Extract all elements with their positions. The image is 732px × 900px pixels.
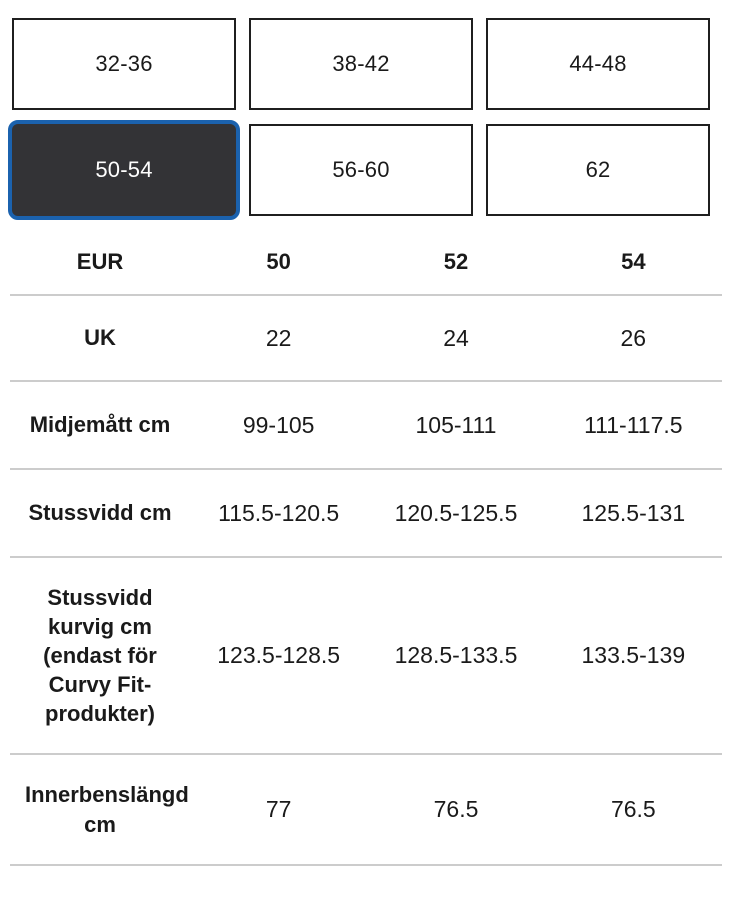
row-label: UK <box>84 325 116 351</box>
cell-value: 50 <box>266 249 291 274</box>
row-label: Midjemått cm <box>29 412 171 438</box>
cell-value: 26 <box>620 324 647 351</box>
size-range-button-56-60[interactable]: 56-60 <box>249 124 473 216</box>
cell-value: 111-117.5 <box>584 411 683 438</box>
row-label: EUR <box>76 249 124 275</box>
cell-value: 133.5-139 <box>581 642 686 668</box>
row-label: Stussvidd kurvig cm (endast för Curvy Fi… <box>43 584 157 727</box>
cell-value: 120.5-125.5 <box>394 499 518 526</box>
cell-value: 105-111 <box>415 411 497 438</box>
cell-value: 115.5-120.5 <box>218 499 340 526</box>
size-measurements-table: EUR 50 52 54 UK 22 24 26 Midjemått cm 99… <box>10 230 722 866</box>
cell-value: 76.5 <box>610 796 656 822</box>
table-row-eur: EUR 50 52 54 <box>10 230 722 296</box>
cell-value: 125.5-131 <box>581 499 686 526</box>
table-row-hip-curvy: Stussvidd kurvig cm (endast för Curvy Fi… <box>10 558 722 755</box>
size-range-button-44-48[interactable]: 44-48 <box>486 18 710 110</box>
cell-value: 76.5 <box>433 796 479 822</box>
size-range-button-38-42[interactable]: 38-42 <box>249 18 473 110</box>
size-range-button-32-36[interactable]: 32-36 <box>12 18 236 110</box>
cell-value: 24 <box>443 324 469 351</box>
size-range-button-62[interactable]: 62 <box>486 124 710 216</box>
table-row-inseam: Innerbenslängd cm 77 76.5 76.5 <box>10 755 722 866</box>
row-label: Stussvidd cm <box>28 500 172 526</box>
cell-value: 54 <box>621 249 646 274</box>
table-row-uk: UK 22 24 26 <box>10 296 722 382</box>
size-range-selector: 32-36 38-42 44-48 50-54 56-60 62 <box>0 0 732 220</box>
cell-value: 77 <box>265 796 292 822</box>
row-label: Innerbenslängd cm <box>25 782 189 837</box>
table-row-hip: Stussvidd cm 115.5-120.5 120.5-125.5 125… <box>10 470 722 558</box>
cell-value: 52 <box>443 249 469 274</box>
cell-value: 123.5-128.5 <box>217 642 341 668</box>
size-range-button-50-54-selected[interactable]: 50-54 <box>8 120 240 220</box>
table-row-waist: Midjemått cm 99-105 105-111 111-117.5 <box>10 382 722 470</box>
cell-value: 128.5-133.5 <box>394 642 518 668</box>
cell-value: 99-105 <box>242 411 315 438</box>
cell-value: 22 <box>265 324 292 351</box>
